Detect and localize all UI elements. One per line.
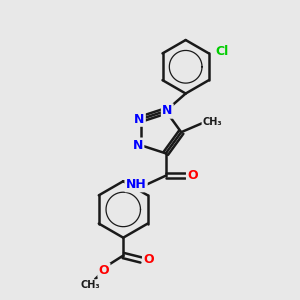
Text: O: O: [99, 264, 109, 277]
Text: NH: NH: [126, 178, 146, 191]
Text: N: N: [134, 112, 145, 126]
Text: O: O: [187, 169, 198, 182]
Text: N: N: [133, 139, 143, 152]
Text: Cl: Cl: [216, 45, 229, 58]
Text: O: O: [143, 254, 154, 266]
Text: CH₃: CH₃: [81, 280, 100, 290]
Text: N: N: [162, 104, 172, 118]
Text: CH₃: CH₃: [202, 117, 222, 127]
